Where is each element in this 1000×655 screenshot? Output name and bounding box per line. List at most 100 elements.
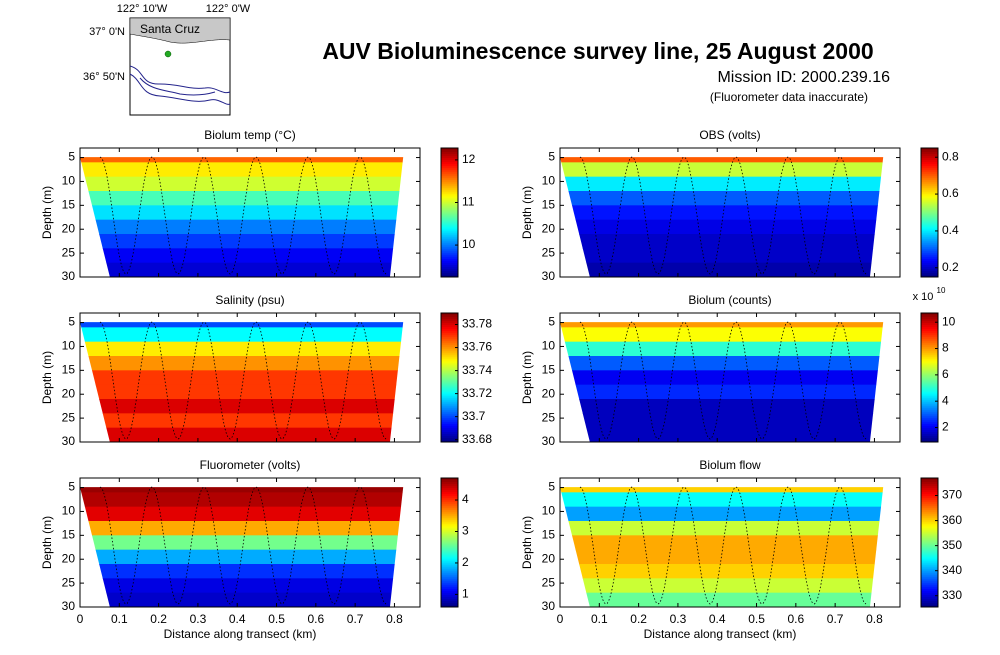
colorbar-step	[441, 419, 458, 423]
colorbar-step	[441, 361, 458, 364]
colorbar-step	[441, 188, 458, 191]
colorbar-step	[441, 174, 458, 177]
colorbar-step	[441, 506, 458, 509]
colorbar-step	[921, 524, 938, 527]
colorbar-step	[441, 435, 458, 439]
colorbar-exponent: 10	[937, 286, 946, 295]
y-tick-label: 15	[542, 363, 556, 377]
map-x-tick: 122° 0'W	[206, 3, 251, 15]
y-tick-label: 10	[62, 504, 76, 518]
depth-band	[80, 399, 404, 414]
colorbar-step	[921, 170, 938, 173]
colorbar-step	[921, 186, 938, 189]
colorbar-step	[441, 156, 458, 159]
colorbar-step	[921, 427, 938, 431]
colorbar-step	[441, 355, 458, 358]
field	[80, 487, 404, 608]
colorbar-step	[921, 411, 938, 415]
x-tick-label: 0.1	[111, 612, 128, 626]
colorbar-step	[921, 331, 938, 334]
colorbar-step	[441, 337, 458, 340]
y-tick-label: 10	[542, 504, 556, 518]
colorbar-step	[921, 544, 938, 548]
colorbar-step	[921, 490, 938, 493]
colorbar-tick-label: 33.68	[462, 432, 492, 446]
colorbar-step	[441, 480, 458, 483]
colorbar-step	[921, 234, 938, 238]
colorbar-step	[441, 510, 458, 513]
depth-band	[80, 427, 404, 443]
colorbar-step	[921, 395, 938, 399]
colorbar-step	[921, 542, 938, 546]
colorbar-step	[921, 345, 938, 348]
y-tick-label: 25	[62, 245, 76, 259]
colorbar-step	[921, 262, 938, 266]
y-tick-label: 20	[62, 386, 76, 400]
colorbar-step	[921, 604, 938, 608]
axes-frame	[559, 477, 901, 608]
colorbar-step	[441, 176, 458, 179]
colorbar-step	[441, 516, 458, 519]
colorbar-step	[921, 586, 938, 590]
depth-band	[80, 492, 404, 508]
colorbar-tick-label: 33.72	[462, 386, 492, 400]
field	[80, 322, 404, 443]
x-tick-label: 0.7	[827, 612, 844, 626]
colorbar-step	[441, 323, 458, 326]
colorbar-step	[921, 387, 938, 391]
colorbar-step	[921, 244, 938, 248]
y-tick-label: 15	[62, 363, 76, 377]
colorbar-step	[921, 576, 938, 580]
colorbar-step	[921, 218, 938, 222]
colorbar-step	[441, 194, 458, 197]
colorbar-tick-label: 4	[942, 393, 949, 407]
depth-band	[80, 219, 404, 235]
y-label: Depth (m)	[40, 351, 54, 404]
axes-frame	[559, 312, 901, 443]
colorbar-step	[921, 212, 938, 216]
field	[560, 157, 884, 278]
colorbar-step	[441, 335, 458, 338]
colorbar-step	[441, 240, 458, 244]
colorbar-tick-label: 6	[942, 367, 949, 381]
colorbar-frame	[920, 477, 939, 608]
x-tick-label: 0.3	[190, 612, 207, 626]
colorbar-step	[441, 437, 458, 441]
colorbar-step	[921, 367, 938, 370]
axes-frame	[559, 147, 901, 278]
colorbar-step	[441, 357, 458, 360]
colorbar-step	[921, 439, 938, 443]
colorbar-tick-label: 8	[942, 341, 949, 355]
colorbar-step	[921, 510, 938, 513]
colorbar-step	[441, 385, 458, 389]
depth-band	[560, 248, 884, 264]
colorbar-step	[441, 178, 458, 181]
colorbar-step	[921, 222, 938, 226]
colorbar-tick-label: 1	[462, 587, 469, 601]
colorbar-step	[441, 482, 458, 485]
colorbar-step	[441, 343, 458, 346]
depth-band	[80, 564, 404, 579]
y-label: Depth (m)	[520, 351, 534, 404]
colorbar-step	[441, 333, 458, 336]
colorbar-tick-label: 2	[462, 555, 469, 569]
colorbar-step	[921, 373, 938, 376]
colorbar-step	[921, 156, 938, 159]
colorbar-step	[921, 564, 938, 568]
colorbar-step	[921, 200, 938, 203]
colorbar-step	[921, 602, 938, 606]
colorbar-step	[441, 584, 458, 588]
y-tick-label: 30	[542, 599, 556, 613]
colorbar-step	[441, 484, 458, 487]
colorbar-step	[441, 554, 458, 558]
colorbar-step	[921, 433, 938, 437]
colorbar-step	[921, 256, 938, 260]
y-tick-label: 5	[68, 480, 75, 494]
colorbar-tick-label: 10	[942, 314, 956, 328]
panel-title: OBS (volts)	[699, 128, 760, 142]
colorbar-step	[441, 331, 458, 334]
colorbar-step	[921, 391, 938, 395]
depth-band	[560, 322, 884, 328]
y-tick-label: 15	[542, 198, 556, 212]
colorbar-step	[921, 423, 938, 427]
